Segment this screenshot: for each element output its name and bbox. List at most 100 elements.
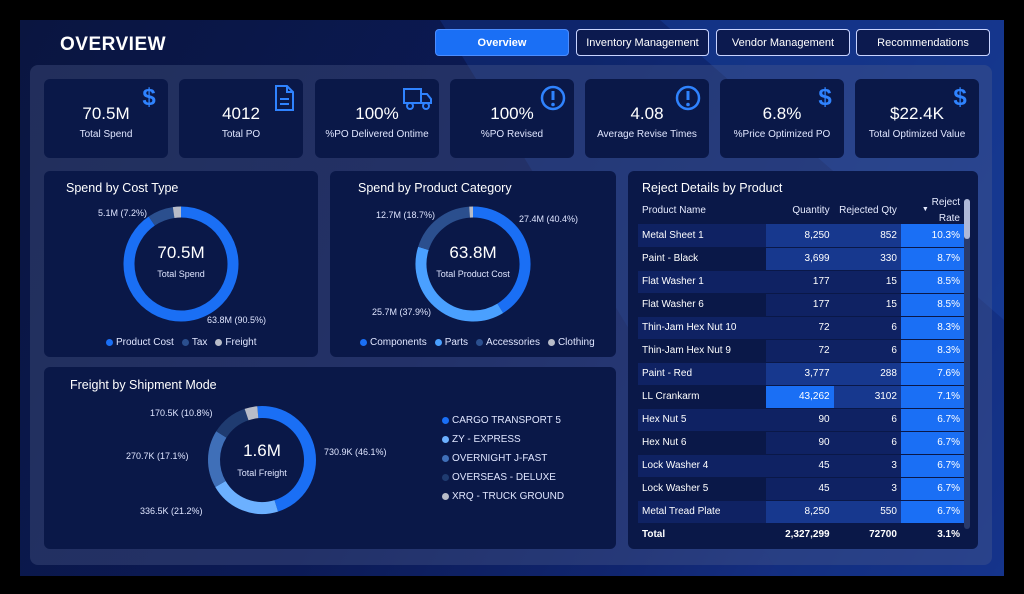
- product-name-cell: Metal Tread Plate: [638, 500, 767, 524]
- reject-rate-cell: 8.3%: [900, 316, 964, 340]
- chart-legend: Product Cost Tax Freight: [106, 337, 257, 348]
- donut-center-label: Total Freight: [237, 468, 287, 478]
- chart-legend: Components Parts Accessories Clothing: [360, 337, 595, 348]
- kpi-value: 4.08: [630, 104, 664, 123]
- kpi-card-po-delivered: 100% %PO Delivered Ontime: [315, 79, 439, 158]
- legend-item[interactable]: Components: [360, 337, 427, 348]
- column-header-sorted[interactable]: ▼ Reject Rate: [921, 197, 960, 224]
- kpi-value: 4012: [222, 104, 260, 123]
- kpi-label: Total PO: [221, 129, 261, 140]
- donut-data-label: 730.9K (46.1%): [324, 447, 387, 457]
- donut-center-label: Total Product Cost: [436, 269, 510, 279]
- quantity-cell: 72: [766, 339, 834, 363]
- kpi-card-total-spend: $ 70.5M Total Spend: [44, 79, 168, 158]
- table-row[interactable]: LL Crankarm 43,262 3102 7.1%: [638, 385, 964, 409]
- freight-donut: [208, 406, 316, 514]
- panel-title: Freight by Shipment Mode: [70, 378, 217, 392]
- donut-slice-overnight-j-fast[interactable]: [208, 431, 227, 488]
- table-total-row: Total 2,327,299 72700 3.1%: [638, 523, 964, 546]
- table-row[interactable]: Hex Nut 6 90 6 6.7%: [638, 431, 964, 455]
- rejected-qty-cell: 15: [833, 293, 901, 317]
- legend-item[interactable]: Freight: [215, 337, 257, 348]
- legend-item[interactable]: XRQ - TRUCK GROUND: [442, 491, 564, 502]
- rejected-qty-cell: 6: [833, 339, 901, 363]
- quantity-cell: 45: [766, 454, 834, 478]
- donut-slice-xrq-truck-ground[interactable]: [244, 406, 259, 421]
- quantity-cell: 3,699: [766, 247, 834, 271]
- reject-rate-cell: 6.7%: [900, 477, 964, 501]
- legend-item[interactable]: OVERNIGHT J-FAST: [442, 453, 564, 464]
- kpi-label: Average Revise Times: [597, 129, 697, 140]
- donut-data-label: 63.8M (90.5%): [207, 315, 267, 325]
- truck-icon: [403, 85, 433, 111]
- quantity-cell: 177: [766, 270, 834, 294]
- table-scrollbar[interactable]: [964, 199, 970, 529]
- donut-data-label: 336.5K (21.2%): [140, 506, 203, 516]
- legend-item[interactable]: ZY - EXPRESS: [442, 434, 564, 445]
- main-panel: $ 70.5M Total Spend 4012 Total PO 100% %…: [30, 65, 992, 565]
- table-row[interactable]: Paint - Red 3,777 288 7.6%: [638, 362, 964, 386]
- tab-vendor-management[interactable]: Vendor Management: [716, 29, 850, 56]
- donut-slice-accessories[interactable]: [418, 206, 471, 251]
- kpi-label: Total Spend: [79, 129, 133, 140]
- spend-cost-donut: [123, 206, 239, 322]
- legend-item[interactable]: OVERSEAS - DELUXE: [442, 472, 564, 483]
- table-row[interactable]: Hex Nut 5 90 6 6.7%: [638, 408, 964, 432]
- legend-item[interactable]: Clothing: [547, 337, 595, 348]
- reject-details-panel: Reject Details by Product Product Name Q…: [628, 171, 978, 549]
- table-row[interactable]: Lock Washer 5 45 3 6.7%: [638, 477, 964, 501]
- table-row[interactable]: Thin-Jam Hex Nut 9 72 6 8.3%: [638, 339, 964, 363]
- tab-recommendations[interactable]: Recommendations: [856, 29, 990, 56]
- column-header[interactable]: Product Name: [642, 205, 706, 216]
- dollar-icon: $: [953, 84, 967, 111]
- table-row[interactable]: Metal Sheet 1 8,250 852 10.3%: [638, 224, 964, 248]
- product-name-cell: Lock Washer 4: [638, 454, 767, 478]
- kpi-value: 6.8%: [762, 104, 802, 123]
- sort-desc-icon: ▼: [921, 206, 929, 213]
- donut-slice-tax[interactable]: [148, 207, 175, 226]
- kpi-card-average-revise: 4.08 Average Revise Times: [585, 79, 709, 158]
- table-row[interactable]: Lock Washer 4 45 3 6.7%: [638, 454, 964, 478]
- legend-item[interactable]: Parts: [434, 337, 468, 348]
- legend-item[interactable]: CARGO TRANSPORT 5: [442, 415, 564, 426]
- legend-item[interactable]: Accessories: [476, 337, 540, 348]
- product-name-cell: Metal Sheet 1: [638, 224, 767, 248]
- donut-slice-parts[interactable]: [415, 246, 504, 322]
- table-row[interactable]: Metal Tread Plate 8,250 550 6.7%: [638, 500, 964, 524]
- rejected-qty-cell: 330: [833, 247, 901, 271]
- kpi-card-price-optimized: $ 6.8% %Price Optimized PO: [720, 79, 844, 158]
- panel-title: Reject Details by Product: [642, 181, 783, 195]
- table-row[interactable]: Paint - Black 3,699 330 8.7%: [638, 247, 964, 271]
- kpi-label: Total Optimized Value: [868, 129, 966, 140]
- column-header[interactable]: Rejected Qty: [839, 205, 897, 216]
- column-header[interactable]: Quantity: [792, 205, 830, 216]
- product-name-cell: Hex Nut 5: [638, 408, 767, 432]
- tab-overview[interactable]: Overview: [435, 29, 569, 56]
- table-row[interactable]: Flat Washer 1 177 15 8.5%: [638, 270, 964, 294]
- table-row[interactable]: Thin-Jam Hex Nut 10 72 6 8.3%: [638, 316, 964, 340]
- dollar-icon: $: [142, 84, 156, 111]
- donut-slice-cargo-transport-5[interactable]: [257, 406, 316, 512]
- quantity-cell: 43,262: [766, 385, 834, 409]
- legend-item[interactable]: Tax: [181, 337, 207, 348]
- quantity-cell: 90: [766, 431, 834, 455]
- donut-slice-product-cost[interactable]: [123, 206, 239, 322]
- scrollbar-thumb[interactable]: [964, 199, 970, 239]
- table-row[interactable]: Flat Washer 6 177 15 8.5%: [638, 293, 964, 317]
- rejected-qty-cell: 15: [833, 270, 901, 294]
- alert-icon: [675, 85, 701, 111]
- donut-slice-freight[interactable]: [172, 206, 182, 218]
- product-name-cell: Flat Washer 1: [638, 270, 767, 294]
- product-name-cell: Hex Nut 6: [638, 431, 767, 455]
- donut-slice-zy-express[interactable]: [215, 480, 279, 514]
- rejected-qty-cell: 852: [833, 224, 901, 248]
- kpi-value: 100%: [355, 104, 399, 123]
- donut-slice-components[interactable]: [472, 206, 531, 313]
- legend-item[interactable]: Product Cost: [106, 337, 174, 348]
- tab-inventory-management[interactable]: Inventory Management: [576, 29, 709, 56]
- donut-slice-overseas-deluxe[interactable]: [216, 408, 249, 438]
- document-icon: [273, 85, 295, 111]
- panel-title: Spend by Product Category: [358, 181, 512, 195]
- total-quantity: 2,327,299: [785, 529, 830, 541]
